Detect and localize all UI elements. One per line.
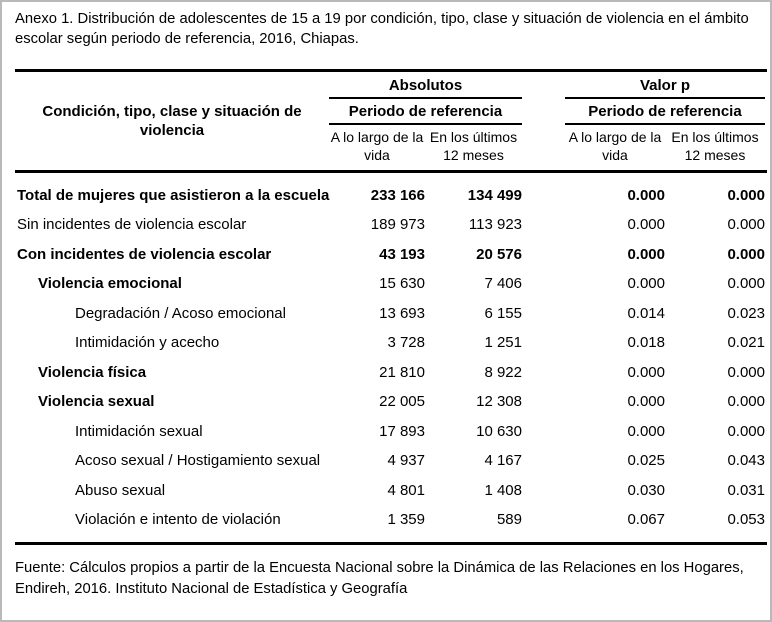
subcolumn-headers: A lo largo de la vida En los últimos 12 … bbox=[329, 125, 522, 171]
cell-absolutos-vida: 4 937 bbox=[387, 452, 425, 470]
cell-absolutos-vida: 21 810 bbox=[379, 363, 425, 381]
data-table: Condición, tipo, clase y situación de vi… bbox=[15, 68, 767, 546]
cell-p-12m: 0.000 bbox=[727, 186, 765, 204]
cell-absolutos-12m: 134 499 bbox=[467, 186, 522, 204]
cell-absolutos-12m: 1 251 bbox=[484, 334, 522, 352]
source-note: Fuente: Cálculos propios a partir de la … bbox=[15, 560, 744, 597]
cell-p-vida: 0.025 bbox=[627, 452, 665, 470]
cell-p-vida: 0.000 bbox=[627, 245, 665, 263]
row-label: Con incidentes de violencia escolar bbox=[17, 245, 272, 263]
cell-absolutos-12m: 10 630 bbox=[476, 422, 522, 440]
cell-absolutos-vida: 22 005 bbox=[379, 393, 425, 411]
row-label: Intimidación sexual bbox=[75, 422, 203, 440]
table-row: Violación e intento de violación 1 359 5… bbox=[15, 505, 767, 535]
cell-p-12m: 0.043 bbox=[727, 452, 765, 470]
cell-p-vida: 0.000 bbox=[627, 422, 665, 440]
cell-absolutos-vida: 4 801 bbox=[387, 481, 425, 499]
table-row: Violencia física 21 810 8 922 0.000 0.00… bbox=[15, 357, 767, 387]
cell-p-vida: 0.067 bbox=[627, 511, 665, 529]
cell-absolutos-vida: 13 693 bbox=[379, 304, 425, 322]
cell-absolutos-vida: 1 359 bbox=[387, 511, 425, 529]
column-header-p-12m: En los últimos 12 meses bbox=[671, 128, 759, 163]
row-label: Sin incidentes de violencia escolar bbox=[17, 216, 247, 234]
cell-p-12m: 0.021 bbox=[727, 334, 765, 352]
group-subheader-valor-p: Periodo de referencia bbox=[565, 99, 765, 125]
table-row: Violencia sexual 22 005 12 308 0.000 0.0… bbox=[15, 387, 767, 417]
row-label: Total de mujeres que asistieron a la esc… bbox=[17, 186, 330, 204]
table-row: Total de mujeres que asistieron a la esc… bbox=[15, 180, 767, 210]
cell-absolutos-vida: 233 166 bbox=[370, 186, 425, 204]
cell-p-vida: 0.000 bbox=[627, 393, 665, 411]
table-row: Con incidentes de violencia escolar 43 1… bbox=[15, 239, 767, 269]
row-header-cell: Condición, tipo, clase y situación de vi… bbox=[15, 72, 329, 171]
group-label-absolutos: Absolutos bbox=[329, 72, 522, 99]
cell-p-12m: 0.000 bbox=[727, 245, 765, 263]
cell-absolutos-12m: 589 bbox=[496, 511, 522, 529]
table-row: Abuso sexual 4 801 1 408 0.030 0.031 bbox=[15, 475, 767, 505]
cell-absolutos-vida: 15 630 bbox=[379, 275, 425, 293]
cell-p-12m: 0.000 bbox=[727, 393, 765, 411]
group-subheader-absolutos: Periodo de referencia bbox=[329, 99, 522, 125]
cell-p-12m: 0.023 bbox=[727, 304, 765, 322]
row-label: Abuso sexual bbox=[75, 481, 166, 499]
cell-p-12m: 0.000 bbox=[727, 363, 765, 381]
row-label: Acoso sexual / Hostigamiento sexual bbox=[75, 452, 321, 470]
cell-p-vida: 0.000 bbox=[627, 363, 665, 381]
row-label: Violación e intento de violación bbox=[75, 511, 281, 529]
cell-absolutos-12m: 7 406 bbox=[484, 275, 522, 293]
cell-p-12m: 0.000 bbox=[727, 275, 765, 293]
cell-p-vida: 0.014 bbox=[627, 304, 665, 322]
table-row: Violencia emocional 15 630 7 406 0.000 0… bbox=[15, 269, 767, 299]
cell-p-12m: 0.000 bbox=[727, 422, 765, 440]
table-row: Degradación / Acoso emocional 13 693 6 1… bbox=[15, 298, 767, 328]
cell-absolutos-12m: 6 155 bbox=[484, 304, 522, 322]
row-label: Violencia emocional bbox=[38, 275, 182, 293]
cell-p-vida: 0.000 bbox=[627, 186, 665, 204]
table-caption: Anexo 1. Distribución de adolescentes de… bbox=[15, 11, 749, 47]
subcolumn-headers: A lo largo de la vida En los últimos 12 … bbox=[565, 125, 765, 171]
column-group-valor-p: Valor p Periodo de referencia A lo largo… bbox=[565, 72, 765, 171]
cell-p-vida: 0.000 bbox=[627, 275, 665, 293]
cell-absolutos-12m: 8 922 bbox=[484, 363, 522, 381]
cell-absolutos-vida: 189 973 bbox=[370, 216, 425, 234]
table-row: Acoso sexual / Hostigamiento sexual 4 93… bbox=[15, 446, 767, 476]
row-label: Intimidación y acecho bbox=[75, 334, 220, 352]
table-header: Condición, tipo, clase y situación de vi… bbox=[15, 68, 767, 174]
table-row: Sin incidentes de violencia escolar 189 … bbox=[15, 210, 767, 240]
row-header-label: Condición, tipo, clase y situación de vi… bbox=[42, 102, 302, 140]
table-row: Intimidación sexual 17 893 10 630 0.000 … bbox=[15, 416, 767, 446]
column-group-gap bbox=[522, 72, 565, 171]
column-group-absolutos: Absolutos Periodo de referencia A lo lar… bbox=[329, 72, 522, 171]
cell-p-12m: 0.000 bbox=[727, 216, 765, 234]
column-header-abs-12m: En los últimos 12 meses bbox=[429, 128, 518, 163]
cell-p-vida: 0.018 bbox=[627, 334, 665, 352]
cell-p-vida: 0.030 bbox=[627, 481, 665, 499]
group-label-valor-p: Valor p bbox=[565, 72, 765, 99]
cell-absolutos-12m: 113 923 bbox=[468, 216, 522, 234]
row-label: Violencia física bbox=[38, 363, 147, 381]
cell-p-12m: 0.031 bbox=[727, 481, 765, 499]
cell-absolutos-vida: 3 728 bbox=[387, 334, 425, 352]
cell-absolutos-vida: 43 193 bbox=[379, 245, 425, 263]
cell-p-vida: 0.000 bbox=[627, 216, 665, 234]
cell-p-12m: 0.053 bbox=[727, 511, 765, 529]
table-row: Intimidación y acecho 3 728 1 251 0.018 … bbox=[15, 328, 767, 358]
cell-absolutos-12m: 20 576 bbox=[476, 245, 522, 263]
table-body: Total de mujeres que asistieron a la esc… bbox=[15, 173, 767, 546]
cell-absolutos-12m: 1 408 bbox=[484, 481, 522, 499]
row-label: Degradación / Acoso emocional bbox=[75, 304, 286, 322]
column-header-abs-vida: A lo largo de la vida bbox=[330, 128, 424, 163]
cell-absolutos-12m: 12 308 bbox=[476, 393, 522, 411]
cell-absolutos-vida: 17 893 bbox=[379, 422, 425, 440]
row-label: Violencia sexual bbox=[38, 393, 155, 411]
column-header-p-vida: A lo largo de la vida bbox=[568, 128, 662, 163]
cell-absolutos-12m: 4 167 bbox=[484, 452, 522, 470]
